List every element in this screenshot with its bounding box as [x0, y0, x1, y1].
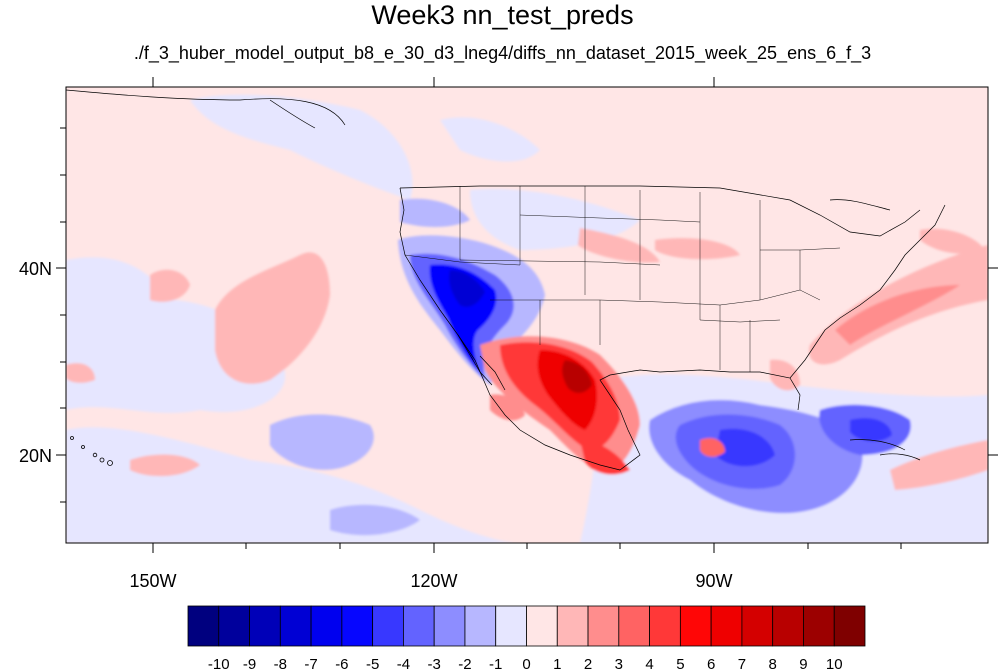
colorbar-tick-label: 7 — [738, 656, 746, 672]
colorbar-swatch — [341, 605, 374, 647]
colorbar-tick-label: 3 — [615, 656, 623, 672]
colorbar-tick-label: 5 — [676, 656, 684, 672]
colorbar-tick-label: -2 — [458, 656, 471, 672]
anomaly-field — [66, 89, 988, 543]
colorbar-swatch — [556, 605, 589, 647]
colorbar-swatch — [279, 605, 312, 647]
lon-label-90w: 90W — [695, 571, 732, 591]
axis-ticks — [56, 77, 998, 553]
colorbar-swatch — [464, 605, 497, 647]
colorbar — [187, 605, 866, 647]
colorbar-tick-label: -8 — [274, 656, 287, 672]
colorbar-tick-label: -5 — [366, 656, 379, 672]
colorbar-swatch — [218, 605, 250, 647]
lon-label-120w: 120W — [410, 571, 457, 591]
colorbar-tick-label: 10 — [826, 656, 843, 672]
colorbar-swatch — [772, 605, 804, 647]
lon-label-150w: 150W — [129, 571, 176, 591]
colorbar-swatch — [679, 605, 712, 647]
colorbar-labels: -10 -9 -8 -7 -6 -5 -4 -3 -2 -1 0 1 2 3 4 5 6 7 8 9 10 — [208, 656, 843, 672]
colorbar-swatch — [833, 605, 866, 647]
colorbar-tick-label: -1 — [489, 656, 502, 672]
map-subtitle: ./f_3_huber_model_output_b8_e_30_d3_lneg… — [133, 43, 872, 63]
colorbar-tick-label: -10 — [208, 656, 230, 672]
colorbar-swatch — [187, 605, 220, 647]
state-borders — [404, 186, 841, 372]
colorbar-tick-label: 4 — [645, 656, 653, 672]
lat-label-40n: 40N — [19, 259, 52, 279]
colorbar-tick-label: 6 — [707, 656, 715, 672]
colorbar-swatch — [403, 605, 435, 647]
colorbar-swatch — [495, 605, 527, 647]
map-title: Week3 nn_test_preds — [371, 0, 634, 30]
colorbar-swatch — [526, 605, 558, 647]
colorbar-tick-label: -3 — [428, 656, 441, 672]
colorbar-swatch — [587, 605, 620, 647]
coastlines — [66, 89, 946, 471]
colorbar-swatch — [433, 605, 466, 647]
colorbar-tick-label: -7 — [304, 656, 317, 672]
colorbar-tick-label: 1 — [553, 656, 561, 672]
colorbar-tick-label: -4 — [397, 656, 410, 672]
colorbar-swatch — [649, 605, 681, 647]
colorbar-tick-label: 2 — [584, 656, 592, 672]
colorbar-swatch — [741, 605, 774, 647]
colorbar-tick-label: 8 — [769, 656, 777, 672]
lat-label-20n: 20N — [19, 446, 52, 466]
colorbar-swatch — [710, 605, 743, 647]
colorbar-swatch — [249, 605, 281, 647]
colorbar-swatch — [310, 605, 343, 647]
colorbar-tick-label: -9 — [243, 656, 256, 672]
colorbar-swatch — [372, 605, 404, 647]
colorbar-tick-label: -6 — [335, 656, 348, 672]
colorbar-tick-label: 9 — [799, 656, 807, 672]
colorbar-swatch — [618, 605, 650, 647]
hawaii-islands — [70, 436, 113, 466]
colorbar-tick-label: 0 — [522, 656, 530, 672]
colorbar-swatch — [803, 605, 835, 647]
caribbean-islands — [849, 439, 921, 461]
